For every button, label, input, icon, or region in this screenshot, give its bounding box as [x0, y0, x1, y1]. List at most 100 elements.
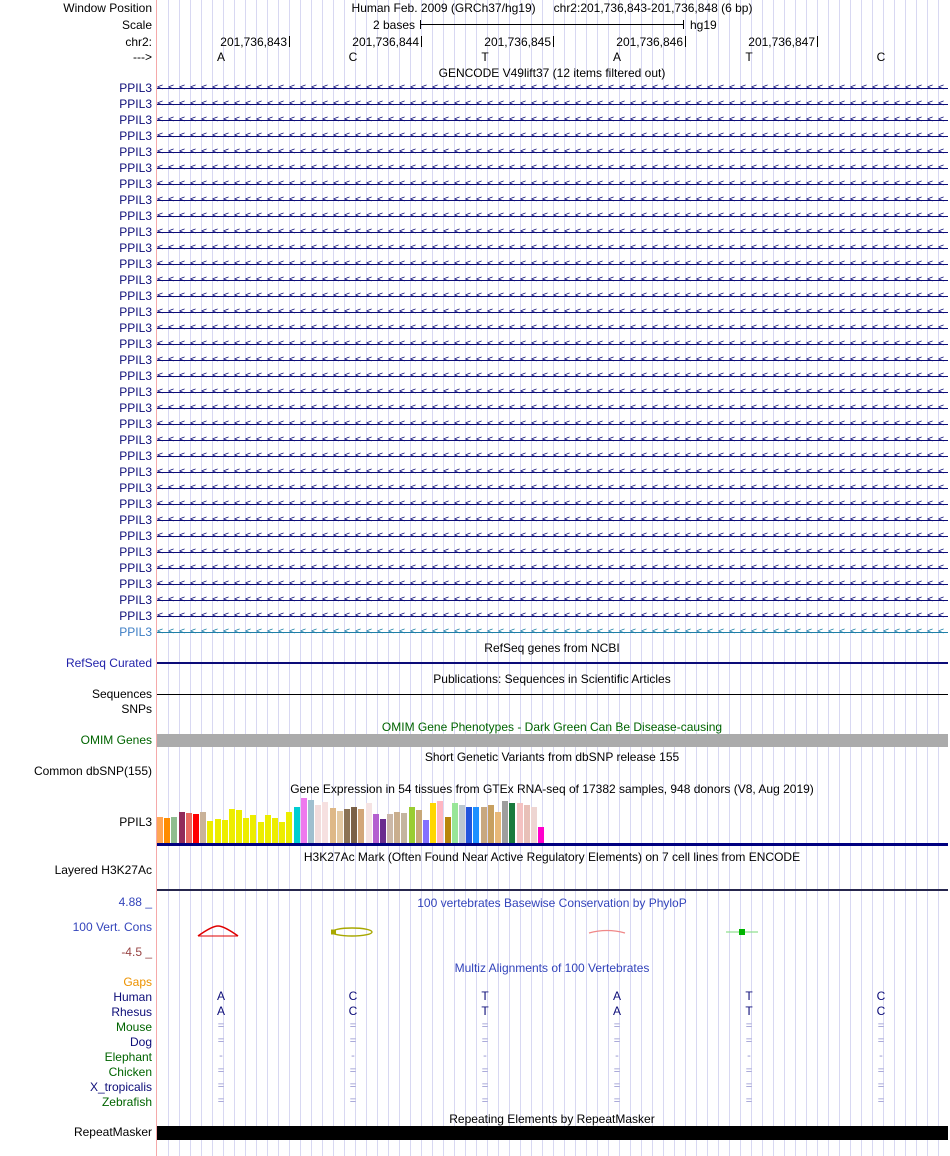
gene-transcript-row[interactable]: <<<<<<<<<<<<<<<<<<<<<<<<<<<<<<<<<<<<<<<<… — [157, 560, 948, 576]
alignment-cell[interactable]: = — [349, 1080, 357, 1092]
gene-transcript-row[interactable]: <<<<<<<<<<<<<<<<<<<<<<<<<<<<<<<<<<<<<<<<… — [157, 384, 948, 400]
gene-label-ppil3[interactable]: PPIL3 — [119, 449, 152, 463]
gtex-tissue-bar[interactable] — [186, 813, 192, 843]
gtex-tissue-bar[interactable] — [502, 801, 508, 843]
gene-transcript-row[interactable]: <<<<<<<<<<<<<<<<<<<<<<<<<<<<<<<<<<<<<<<<… — [157, 288, 948, 304]
gtex-tissue-bar[interactable] — [524, 805, 530, 843]
gene-transcript-row[interactable]: <<<<<<<<<<<<<<<<<<<<<<<<<<<<<<<<<<<<<<<<… — [157, 624, 948, 640]
alignment-cell[interactable]: = — [217, 1095, 225, 1107]
gene-label-ppil3[interactable]: PPIL3 — [119, 145, 152, 159]
gene-transcript-row[interactable]: <<<<<<<<<<<<<<<<<<<<<<<<<<<<<<<<<<<<<<<<… — [157, 368, 948, 384]
phylop-label[interactable]: 100 Vert. Cons — [72, 920, 152, 934]
species-label-rhesus[interactable]: Rhesus — [111, 1005, 152, 1019]
alignment-cell[interactable]: - — [483, 1050, 487, 1062]
common-dbsnp-label[interactable]: Common dbSNP(155) — [33, 764, 152, 778]
gene-label-ppil3[interactable]: PPIL3 — [119, 401, 152, 415]
gtex-tissue-bar[interactable] — [322, 802, 328, 843]
gene-transcript-row[interactable]: <<<<<<<<<<<<<<<<<<<<<<<<<<<<<<<<<<<<<<<<… — [157, 80, 948, 96]
alignment-cell[interactable]: = — [481, 1095, 489, 1107]
gtex-tissue-bar[interactable] — [430, 803, 436, 843]
gtex-tissue-bar[interactable] — [409, 807, 415, 843]
alignment-cell[interactable]: = — [745, 1095, 753, 1107]
gtex-tissue-bar[interactable] — [517, 803, 523, 843]
gene-label-ppil3[interactable]: PPIL3 — [119, 385, 152, 399]
alignment-cell[interactable]: A — [216, 989, 225, 1003]
alignment-cell[interactable]: = — [877, 1065, 885, 1077]
alignment-cell[interactable]: = — [217, 1035, 225, 1047]
gtex-tissue-bar[interactable] — [466, 807, 472, 843]
gtex-tissue-bar[interactable] — [301, 798, 307, 843]
alignment-cell[interactable]: = — [349, 1095, 357, 1107]
gtex-tissue-bar[interactable] — [366, 803, 372, 843]
alignment-cell[interactable]: = — [613, 1080, 621, 1092]
gene-label-ppil3[interactable]: PPIL3 — [119, 577, 152, 591]
gene-transcript-row[interactable]: <<<<<<<<<<<<<<<<<<<<<<<<<<<<<<<<<<<<<<<<… — [157, 400, 948, 416]
gtex-tissue-bar[interactable] — [387, 814, 393, 843]
gene-label-ppil3[interactable]: PPIL3 — [119, 161, 152, 175]
h3k27ac-label[interactable]: Layered H3K27Ac — [54, 863, 152, 877]
gtex-tissue-bar[interactable] — [509, 803, 515, 843]
alignment-cell[interactable]: C — [876, 1004, 886, 1018]
alignment-cell[interactable]: A — [612, 989, 621, 1003]
gtex-tissue-bar[interactable] — [473, 807, 479, 843]
alignment-cell[interactable]: = — [481, 1065, 489, 1077]
gtex-tissue-bar[interactable] — [265, 815, 271, 843]
omim-genes-bar[interactable] — [157, 734, 948, 747]
gene-transcript-row[interactable]: <<<<<<<<<<<<<<<<<<<<<<<<<<<<<<<<<<<<<<<<… — [157, 208, 948, 224]
gene-label-ppil3[interactable]: PPIL3 — [119, 289, 152, 303]
gtex-tissue-bar[interactable] — [401, 813, 407, 843]
gtex-tissue-bar[interactable] — [315, 805, 321, 843]
gene-transcript-row[interactable]: <<<<<<<<<<<<<<<<<<<<<<<<<<<<<<<<<<<<<<<<… — [157, 608, 948, 624]
gene-label-ppil3[interactable]: PPIL3 — [119, 609, 152, 623]
species-label-dog[interactable]: Dog — [129, 1035, 152, 1049]
alignment-cell[interactable]: - — [351, 1050, 355, 1062]
gtex-tissue-bar[interactable] — [222, 820, 228, 843]
gene-label-ppil3[interactable]: PPIL3 — [119, 497, 152, 511]
gene-transcript-row[interactable]: <<<<<<<<<<<<<<<<<<<<<<<<<<<<<<<<<<<<<<<<… — [157, 128, 948, 144]
alignment-cell[interactable]: T — [481, 989, 489, 1003]
gene-label-ppil3[interactable]: PPIL3 — [119, 321, 152, 335]
gene-label-ppil3[interactable]: PPIL3 — [119, 209, 152, 223]
gene-label-ppil3[interactable]: PPIL3 — [119, 561, 152, 575]
alignment-cell[interactable]: = — [613, 1095, 621, 1107]
sequences-feature-line[interactable] — [157, 694, 948, 695]
gtex-tissue-bar[interactable] — [207, 821, 213, 843]
gene-label-ppil3[interactable]: PPIL3 — [119, 353, 152, 367]
alignment-cell[interactable]: = — [481, 1020, 489, 1032]
gene-label-ppil3[interactable]: PPIL3 — [119, 225, 152, 239]
alignment-cell[interactable]: = — [481, 1080, 489, 1092]
gene-label-ppil3[interactable]: PPIL3 — [119, 129, 152, 143]
species-label-chicken[interactable]: Chicken — [108, 1065, 152, 1079]
species-label-x_tropicalis[interactable]: X_tropicalis — [89, 1080, 152, 1094]
gene-label-ppil3[interactable]: PPIL3 — [119, 417, 152, 431]
gene-label-ppil3[interactable]: PPIL3 — [119, 305, 152, 319]
gtex-tissue-bar[interactable] — [488, 805, 494, 843]
gene-transcript-row[interactable]: <<<<<<<<<<<<<<<<<<<<<<<<<<<<<<<<<<<<<<<<… — [157, 464, 948, 480]
gtex-tissue-bar[interactable] — [495, 812, 501, 843]
alignment-cell[interactable]: = — [217, 1080, 225, 1092]
gene-transcript-row[interactable]: <<<<<<<<<<<<<<<<<<<<<<<<<<<<<<<<<<<<<<<<… — [157, 576, 948, 592]
gtex-tissue-bar[interactable] — [157, 817, 163, 843]
gtex-tissue-bar[interactable] — [250, 815, 256, 843]
alignment-cell[interactable]: T — [745, 989, 753, 1003]
gtex-tissue-bar[interactable] — [344, 809, 350, 843]
alignment-cell[interactable]: C — [348, 989, 358, 1003]
gene-label-ppil3[interactable]: PPIL3 — [119, 113, 152, 127]
gtex-tissue-bar[interactable] — [193, 814, 199, 843]
alignment-cell[interactable]: = — [745, 1065, 753, 1077]
alignment-cell[interactable]: = — [481, 1035, 489, 1047]
alignment-cell[interactable]: - — [219, 1050, 223, 1062]
gene-transcript-row[interactable]: <<<<<<<<<<<<<<<<<<<<<<<<<<<<<<<<<<<<<<<<… — [157, 496, 948, 512]
gene-transcript-row[interactable]: <<<<<<<<<<<<<<<<<<<<<<<<<<<<<<<<<<<<<<<<… — [157, 432, 948, 448]
alignment-cell[interactable]: = — [217, 1065, 225, 1077]
alignment-cell[interactable]: = — [613, 1065, 621, 1077]
gene-transcript-row[interactable]: <<<<<<<<<<<<<<<<<<<<<<<<<<<<<<<<<<<<<<<<… — [157, 544, 948, 560]
gene-label-ppil3[interactable]: PPIL3 — [119, 465, 152, 479]
gtex-tissue-bar[interactable] — [171, 817, 177, 843]
gene-transcript-row[interactable]: <<<<<<<<<<<<<<<<<<<<<<<<<<<<<<<<<<<<<<<<… — [157, 272, 948, 288]
gene-label-ppil3[interactable]: PPIL3 — [119, 545, 152, 559]
gtex-tissue-bar[interactable] — [358, 809, 364, 843]
gtex-tissue-bar[interactable] — [229, 809, 235, 843]
gtex-tissue-bar[interactable] — [445, 817, 451, 843]
gtex-tissue-bar[interactable] — [272, 818, 278, 843]
